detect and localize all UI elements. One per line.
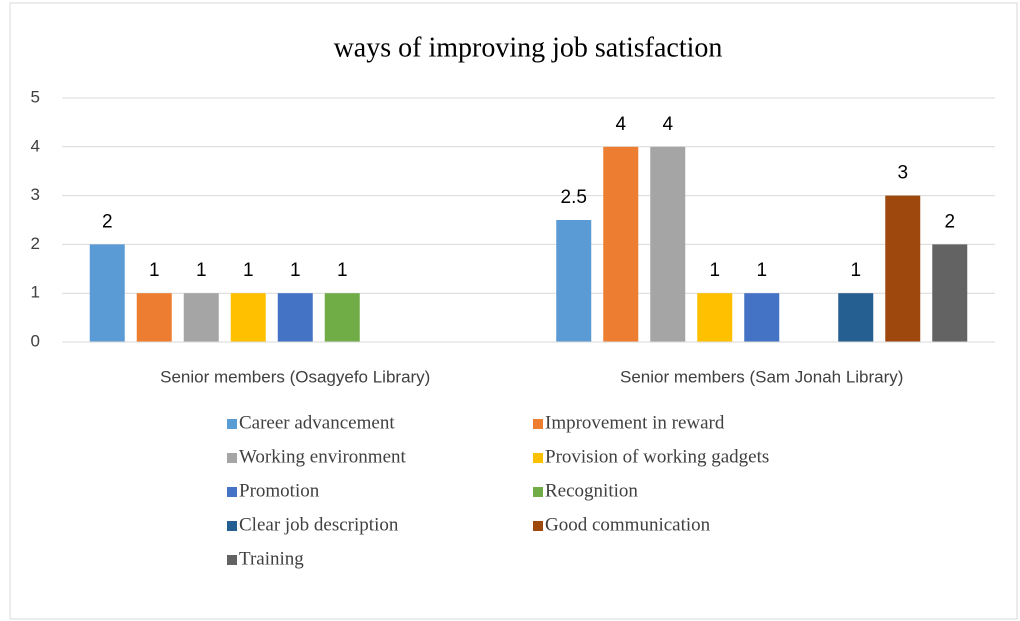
y-tick-label: 5 bbox=[31, 87, 40, 106]
data-label: 1 bbox=[290, 260, 301, 281]
bar bbox=[885, 195, 921, 342]
legend-label: Recognition bbox=[545, 480, 638, 501]
legend-swatch bbox=[227, 487, 237, 497]
data-label: 1 bbox=[149, 260, 160, 281]
data-label: 2.5 bbox=[561, 187, 587, 208]
legend-label: Career advancement bbox=[239, 412, 395, 433]
bar bbox=[230, 293, 266, 342]
bar bbox=[838, 293, 874, 342]
data-label: 1 bbox=[196, 260, 207, 281]
data-label: 2 bbox=[102, 211, 113, 232]
bar bbox=[697, 293, 733, 342]
data-label: 4 bbox=[615, 114, 626, 135]
legend-label: Working environment bbox=[239, 446, 407, 467]
data-label: 1 bbox=[337, 260, 348, 281]
legend-label: Clear job description bbox=[239, 514, 399, 535]
legend-swatch bbox=[227, 419, 237, 429]
data-label: 1 bbox=[756, 260, 767, 281]
y-tick-label: 0 bbox=[31, 331, 40, 350]
legend-label: Promotion bbox=[239, 480, 320, 501]
legend-label: Good communication bbox=[545, 514, 711, 535]
data-label: 2 bbox=[944, 211, 955, 232]
legend-swatch bbox=[533, 453, 543, 463]
legend-swatch bbox=[227, 453, 237, 463]
bar bbox=[650, 146, 686, 342]
bar bbox=[932, 244, 968, 342]
y-tick-label: 1 bbox=[31, 283, 40, 302]
data-label: 1 bbox=[243, 260, 254, 281]
bar bbox=[556, 220, 592, 342]
y-tick-label: 3 bbox=[31, 185, 40, 204]
x-tick-label: Senior members (Osagyefo Library) bbox=[160, 367, 430, 386]
data-label: 4 bbox=[662, 114, 673, 135]
legend-swatch bbox=[533, 521, 543, 531]
legend-label: Training bbox=[239, 548, 304, 569]
legend-swatch bbox=[533, 419, 543, 429]
bar bbox=[89, 244, 125, 342]
legend-label: Provision of working gadgets bbox=[545, 446, 769, 467]
legend-swatch bbox=[533, 487, 543, 497]
data-label: 1 bbox=[709, 260, 720, 281]
y-tick-label: 4 bbox=[31, 136, 40, 155]
bar bbox=[183, 293, 219, 342]
legend-label: Improvement in reward bbox=[545, 412, 725, 433]
x-tick-label: Senior members (Sam Jonah Library) bbox=[620, 367, 903, 386]
bar bbox=[277, 293, 313, 342]
bar bbox=[136, 293, 172, 342]
y-tick-label: 2 bbox=[31, 234, 40, 253]
legend-swatch bbox=[227, 521, 237, 531]
data-label: 3 bbox=[897, 163, 908, 184]
bar bbox=[603, 146, 639, 342]
data-label: 1 bbox=[850, 260, 861, 281]
bar bbox=[324, 293, 360, 342]
chart-title: ways of improving job satisfaction bbox=[334, 32, 723, 63]
legend-swatch bbox=[227, 555, 237, 565]
bar bbox=[744, 293, 780, 342]
